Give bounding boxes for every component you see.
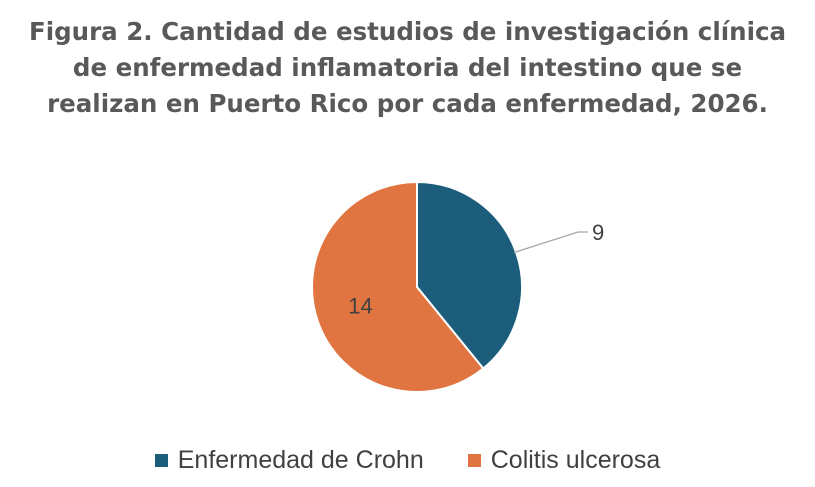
legend-entry-crohn[interactable]: Enfermedad de Crohn (154, 446, 424, 475)
pie-slices (311, 180, 523, 393)
legend-label-colitis: Colitis ulcerosa (490, 446, 661, 474)
chart-title-line-1: Figura 2. Cantidad de estudios de invest… (28, 17, 787, 46)
data-label-colitis: 14 (348, 293, 372, 318)
legend-swatch-crohn (154, 454, 168, 467)
data-label-crohn: 9 (592, 220, 604, 245)
legend-label-crohn: Enfermedad de Crohn (177, 446, 424, 474)
legend: Enfermedad de Crohn Colitis ulcerosa (0, 446, 815, 475)
pie-data-labels: 9 14 (348, 220, 604, 318)
legend-entry-colitis[interactable]: Colitis ulcerosa (467, 446, 661, 475)
leader-line-crohn (513, 231, 588, 254)
chart-title-line-3: realizan en Puerto Rico por cada enferme… (47, 89, 768, 118)
legend-swatch-colitis (467, 454, 481, 467)
chart-title: Figura 2. Cantidad de estudios de invest… (0, 14, 815, 122)
pie-slice-colitis[interactable] (311, 180, 485, 393)
chart-title-line-2: de enfermedad inflamatoria del intestino… (72, 53, 743, 82)
